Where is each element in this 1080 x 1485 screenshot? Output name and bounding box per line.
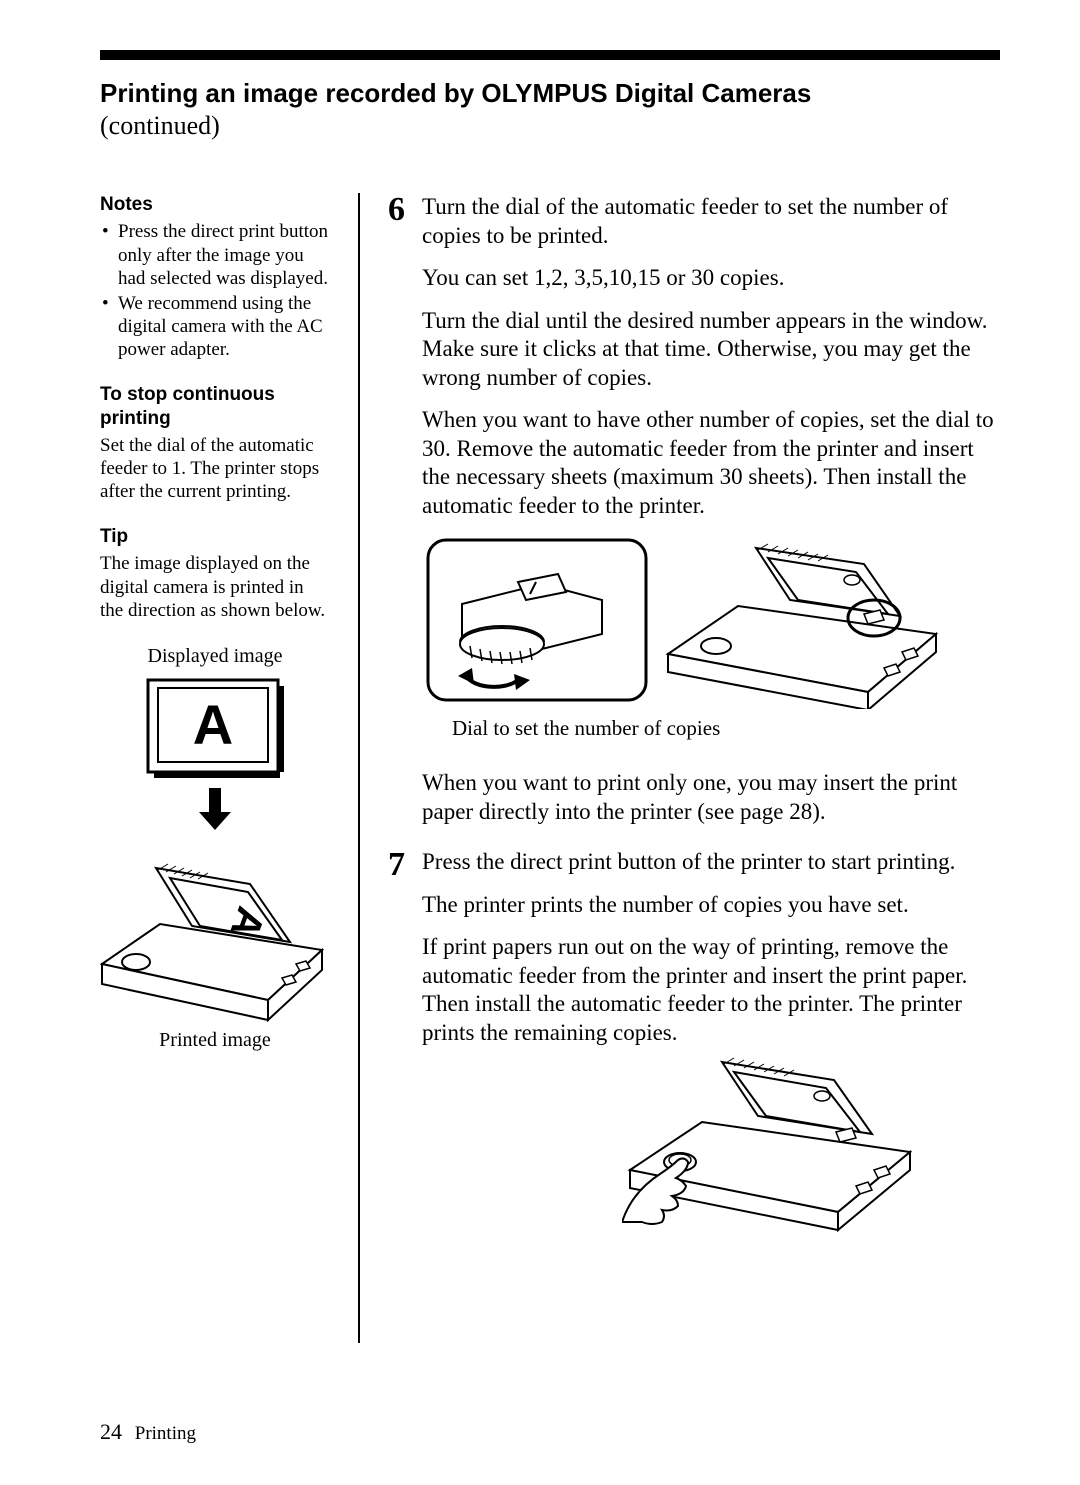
printer-dial-illustration [664, 534, 944, 709]
displayed-image-label: Displayed image [100, 644, 330, 668]
tip-body: The image displayed on the digital camer… [100, 552, 330, 622]
dial-closeup-illustration [422, 534, 652, 709]
step6-p4: When you want to have other number of co… [422, 406, 1000, 520]
displayed-image-illustration: A [130, 674, 300, 784]
step-body: Press the direct print button of the pri… [422, 848, 1000, 1236]
step-number: 7 [388, 848, 412, 1236]
content-columns: Notes Press the direct print button only… [100, 193, 1000, 1343]
stop-block: To stop continuous printing Set the dial… [100, 383, 330, 503]
step7-p1: Press the direct print button of the pri… [422, 848, 1000, 877]
letter-a: A [193, 693, 233, 756]
notes-list: Press the direct print button only after… [100, 220, 330, 361]
tip-heading: Tip [100, 525, 330, 548]
down-arrow-icon [195, 784, 235, 834]
dial-illustration-row [422, 534, 1000, 709]
dial-caption: Dial to set the number of copies [452, 715, 1000, 741]
step-7: 7 Press the direct print button of the p… [388, 848, 1000, 1236]
note-item: Press the direct print button only after… [100, 220, 330, 290]
step6-p3: Turn the dial until the desired number a… [422, 307, 1000, 393]
manual-page: Printing an image recorded by OLYMPUS Di… [0, 0, 1080, 1485]
step-6: 6 Turn the dial of the automatic feeder … [388, 193, 1000, 840]
press-button-illustration [622, 1052, 922, 1237]
step6-p1: Turn the dial of the automatic feeder to… [422, 193, 1000, 250]
right-column: 6 Turn the dial of the automatic feeder … [388, 193, 1000, 1343]
step-number: 6 [388, 193, 412, 840]
step6-p5: When you want to print only one, you may… [422, 769, 1000, 826]
step7-p3: If print papers run out on the way of pr… [422, 933, 1000, 1047]
notes-block: Notes Press the direct print button only… [100, 193, 330, 361]
stop-heading: To stop continuous printing [100, 383, 330, 429]
step6-p2: You can set 1,2, 3,5,10,15 or 30 copies. [422, 264, 1000, 293]
step7-p2: The printer prints the number of copies … [422, 891, 1000, 920]
notes-heading: Notes [100, 193, 330, 216]
footer-section: Printing [135, 1423, 196, 1444]
column-divider [358, 193, 360, 1343]
page-title: Printing an image recorded by OLYMPUS Di… [100, 78, 1000, 109]
note-item: We recommend using the digital camera wi… [100, 292, 330, 362]
page-number: 24 [100, 1419, 122, 1444]
left-column: Notes Press the direct print button only… [100, 193, 330, 1343]
printed-image-label: Printed image [100, 1028, 330, 1052]
printed-image-illustration: A [100, 834, 330, 1024]
page-footer: 24 Printing [100, 1419, 196, 1445]
tip-block: Tip The image displayed on the digital c… [100, 525, 330, 622]
step-body: Turn the dial of the automatic feeder to… [422, 193, 1000, 840]
header-bar [100, 50, 1000, 60]
page-subtitle: (continued) [100, 111, 1000, 141]
stop-body: Set the dial of the automatic feeder to … [100, 434, 330, 504]
